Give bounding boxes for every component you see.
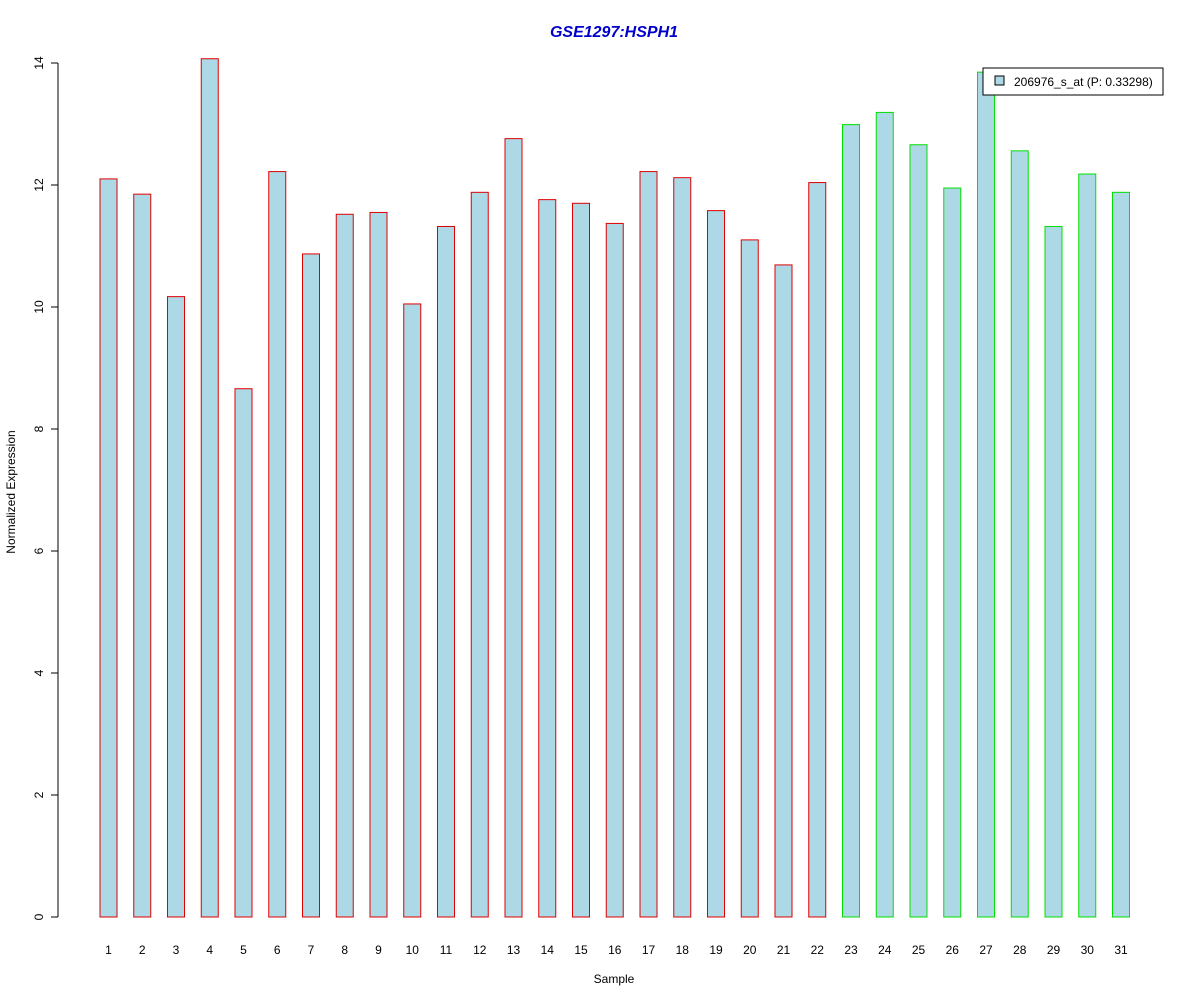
bar-sample-17 xyxy=(639,171,658,918)
bar-sample-26 xyxy=(943,187,962,918)
y-tick-label: 2 xyxy=(32,791,46,798)
legend-swatch xyxy=(994,75,1005,86)
y-tick-label: 6 xyxy=(32,547,46,554)
x-tick-label: 1 xyxy=(105,943,112,957)
x-tick-label: 27 xyxy=(979,943,993,957)
x-tick-label: 9 xyxy=(375,943,382,957)
x-tick-label: 20 xyxy=(743,943,757,957)
bar-sample-31 xyxy=(1112,191,1130,918)
legend: 206976_s_at (P: 0.33298) xyxy=(982,67,1164,96)
bar-sample-18 xyxy=(673,177,692,918)
y-tick-label: 0 xyxy=(32,913,46,920)
x-tick-label: 7 xyxy=(308,943,315,957)
bar-sample-15 xyxy=(572,202,590,918)
bar-sample-1 xyxy=(99,178,118,918)
y-axis: 0 2 4 6 8 10 12 14 xyxy=(32,56,59,920)
bar-sample-19 xyxy=(707,210,725,918)
x-tick-label: 4 xyxy=(206,943,213,957)
bar-sample-30 xyxy=(1078,173,1097,918)
y-tick-label: 14 xyxy=(32,56,46,70)
x-tick-label: 8 xyxy=(341,943,348,957)
x-tick-label: 17 xyxy=(642,943,656,957)
bar-sample-24 xyxy=(875,111,894,918)
x-tick-labels: 1 2 3 4 5 6 7 8 9 10 11 12 13 14 15 16 17 18 19 20 21 22 23 24 2… xyxy=(105,943,1128,957)
bar-sample-2 xyxy=(133,193,152,918)
bar-sample-28 xyxy=(1010,150,1029,918)
x-tick-label: 21 xyxy=(777,943,791,957)
bar-sample-20 xyxy=(740,239,759,918)
bar-sample-10 xyxy=(403,303,422,918)
x-tick-label: 11 xyxy=(440,943,453,957)
chart-title: GSE1297:HSPH1 xyxy=(550,24,678,41)
bar-sample-23 xyxy=(842,124,860,918)
x-tick-label: 5 xyxy=(240,943,247,957)
x-tick-label: 22 xyxy=(811,943,825,957)
bar-sample-22 xyxy=(808,182,827,918)
y-tick-label: 4 xyxy=(32,669,46,676)
x-axis-label: Sample xyxy=(594,972,635,986)
bar-sample-4 xyxy=(200,58,219,918)
x-tick-label: 19 xyxy=(709,943,723,957)
bar-sample-27 xyxy=(977,71,995,918)
x-tick-label: 29 xyxy=(1047,943,1061,957)
bar-sample-7 xyxy=(302,253,320,918)
bar-sample-12 xyxy=(470,191,489,918)
x-tick-label: 3 xyxy=(173,943,180,957)
bar-sample-16 xyxy=(605,222,624,918)
x-tick-label: 25 xyxy=(912,943,926,957)
x-tick-label: 31 xyxy=(1114,943,1128,957)
x-tick-label: 28 xyxy=(1013,943,1027,957)
bar-sample-8 xyxy=(335,213,354,918)
y-tick-label: 12 xyxy=(32,178,46,192)
bar-sample-29 xyxy=(1044,225,1063,918)
legend-label: 206976_s_at (P: 0.33298) xyxy=(1014,75,1153,89)
bar-sample-14 xyxy=(538,199,557,918)
bar-sample-21 xyxy=(774,264,793,918)
x-tick-label: 14 xyxy=(541,943,555,957)
x-tick-label: 10 xyxy=(406,943,420,957)
bar-sample-25 xyxy=(909,144,928,918)
x-tick-label: 6 xyxy=(274,943,281,957)
y-tick-label: 10 xyxy=(32,300,46,314)
x-tick-label: 16 xyxy=(608,943,622,957)
bar-sample-5 xyxy=(234,388,253,918)
bar-sample-9 xyxy=(369,211,388,918)
y-axis-label: Normalized Expression xyxy=(4,430,18,553)
x-tick-label: 26 xyxy=(946,943,960,957)
y-tick-label: 8 xyxy=(32,425,46,432)
x-tick-label: 15 xyxy=(574,943,588,957)
bar-sample-6 xyxy=(268,171,287,918)
bar-sample-3 xyxy=(167,296,185,918)
x-tick-label: 30 xyxy=(1081,943,1095,957)
x-tick-label: 2 xyxy=(139,943,146,957)
x-tick-label: 24 xyxy=(878,943,892,957)
bars-group xyxy=(99,58,1130,918)
legend-box xyxy=(982,67,1164,96)
x-tick-label: 23 xyxy=(844,943,858,957)
x-tick-label: 12 xyxy=(473,943,487,957)
x-tick-label: 13 xyxy=(507,943,521,957)
bar-sample-11 xyxy=(437,225,455,918)
bar-sample-13 xyxy=(504,138,523,918)
x-tick-label: 18 xyxy=(676,943,690,957)
